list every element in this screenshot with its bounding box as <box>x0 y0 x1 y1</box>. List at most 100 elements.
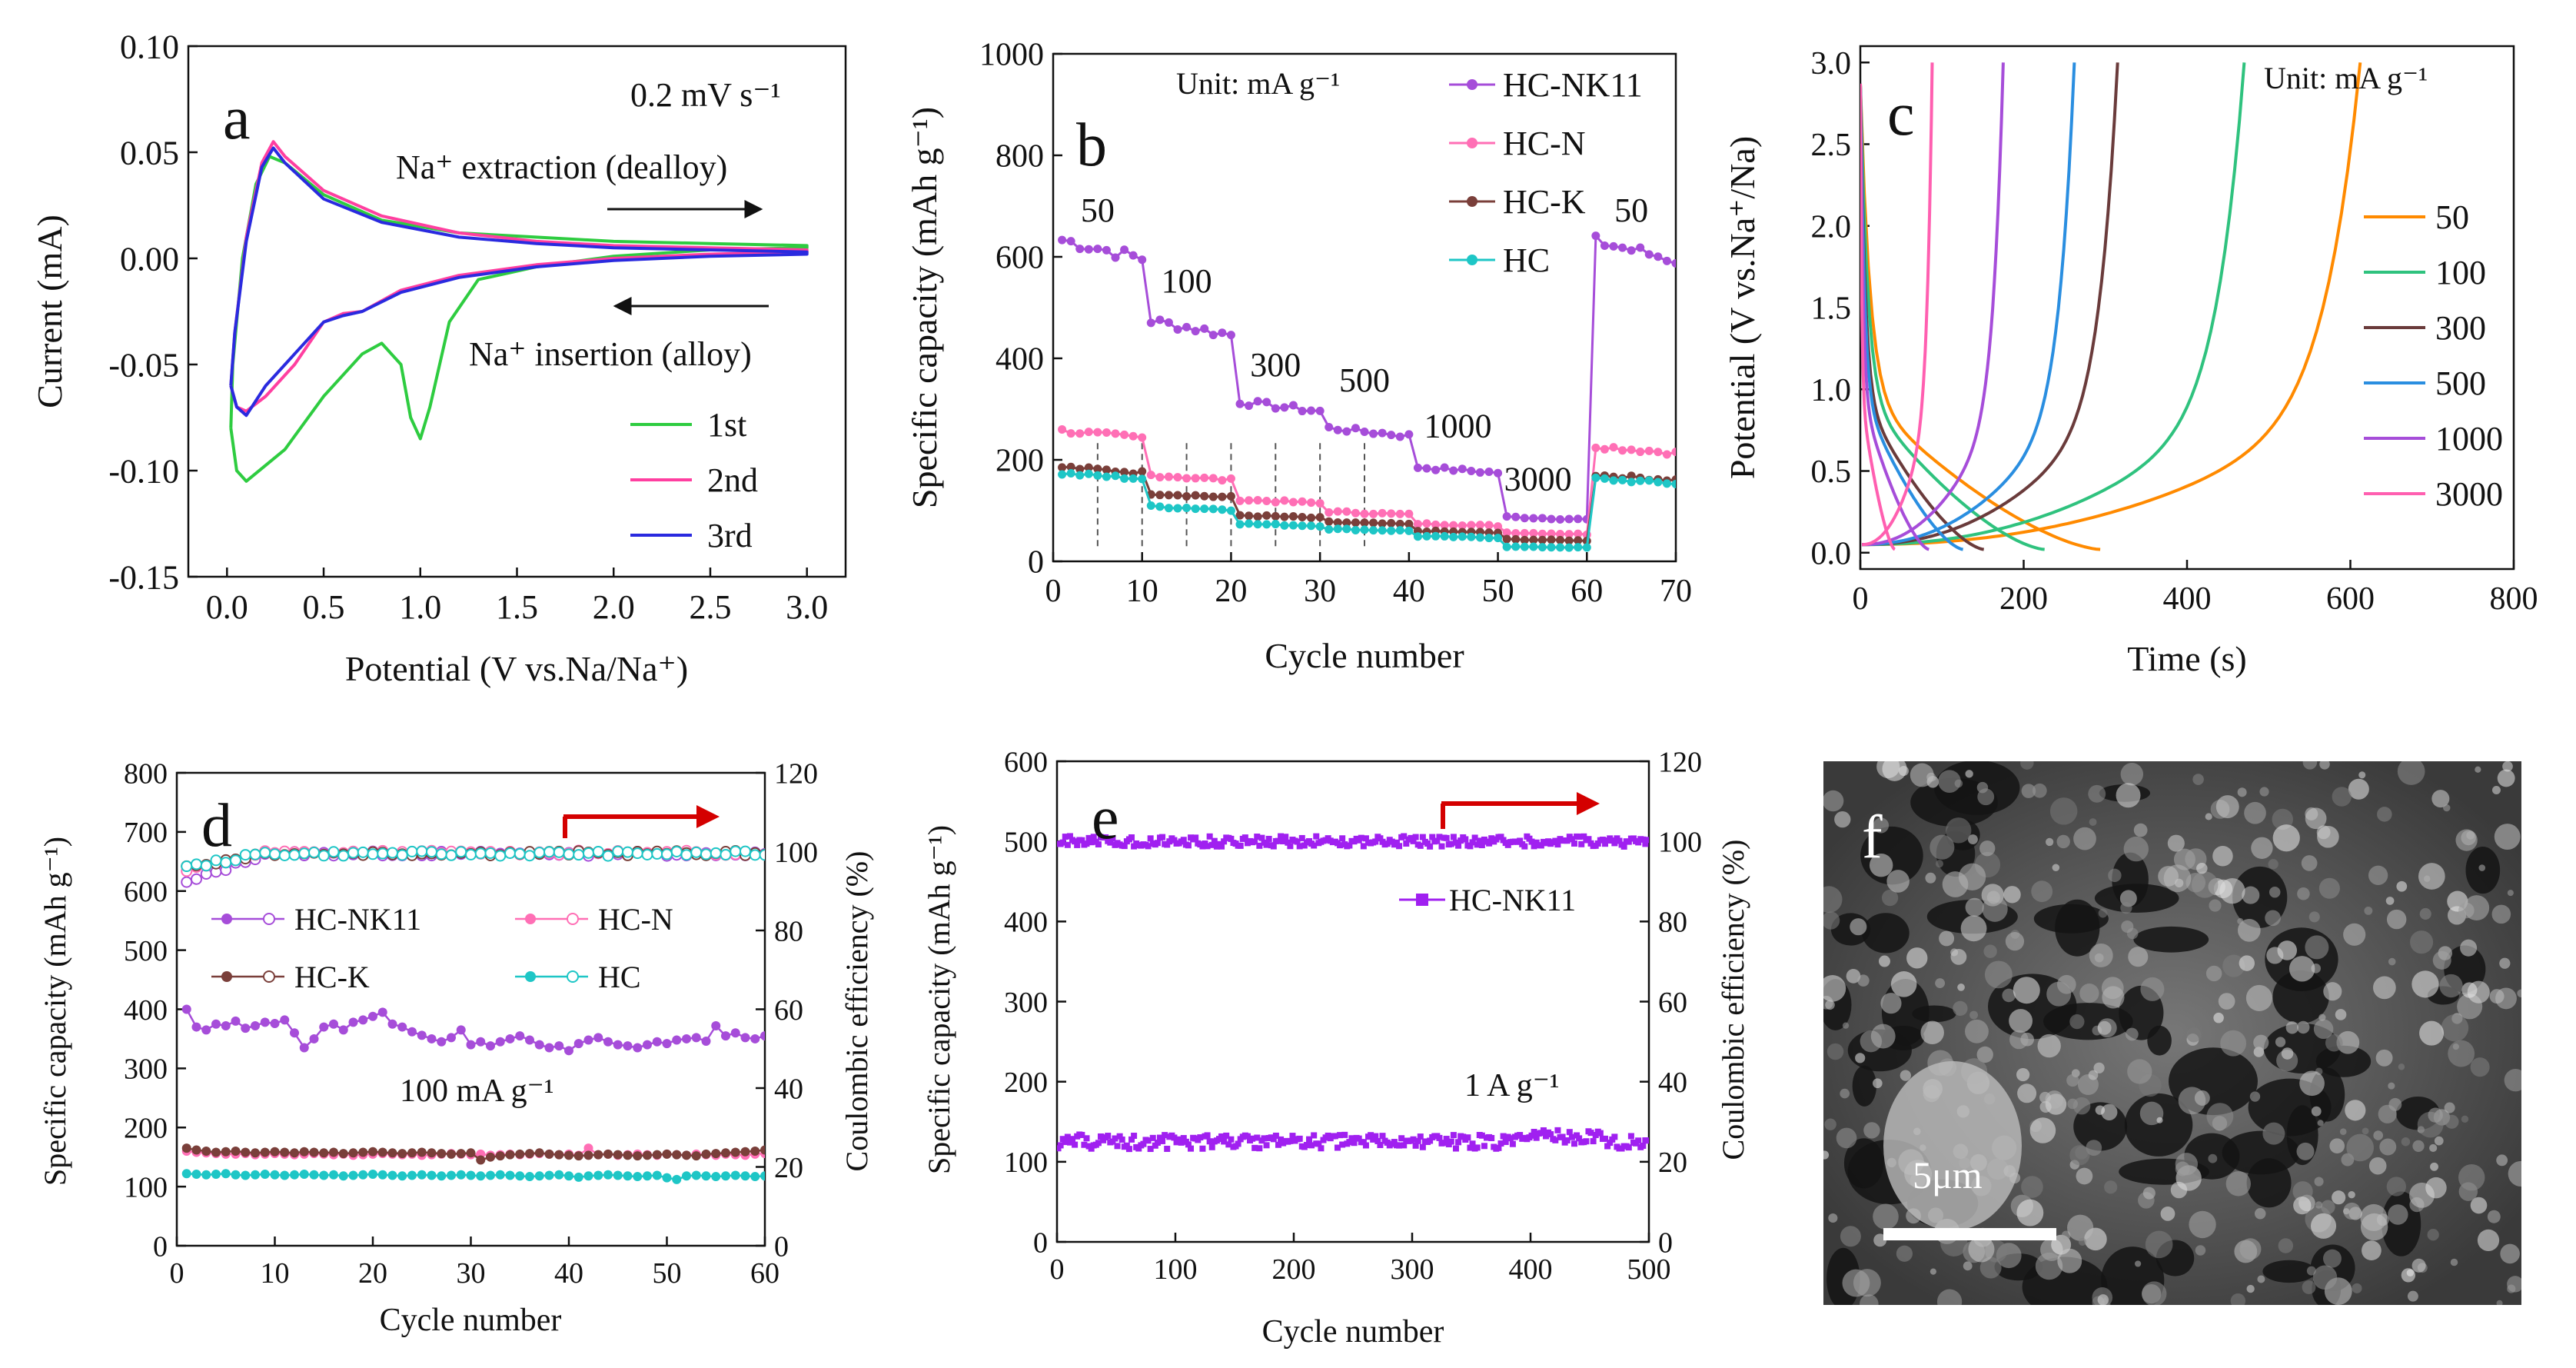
sem-grain <box>2491 786 2501 795</box>
sem-grain <box>1873 1233 1887 1247</box>
capacity-point-HC-NK11 <box>740 1033 750 1043</box>
ce-point-HC <box>700 848 712 860</box>
ce-point <box>1611 840 1618 847</box>
rate-point-HC <box>1369 526 1378 535</box>
ce-point <box>1436 834 1443 840</box>
panel-e-ylabel: Specific capacity (mAh g⁻¹) <box>922 825 956 1174</box>
panel-c-unit-label: Unit: mA g⁻¹ <box>2264 61 2428 95</box>
ce-point-HC <box>269 848 281 860</box>
x-tick-label: 1.0 <box>399 588 441 626</box>
sem-grain <box>2317 1120 2324 1127</box>
legend-marker-HC-K <box>221 971 232 982</box>
capacity-point-HC-NK11 <box>280 1015 290 1025</box>
capacity-point-HC-K <box>280 1147 290 1157</box>
y-tick-label: 0 <box>1033 1227 1048 1259</box>
rate-point-HC <box>1618 475 1627 484</box>
ce-point-HC <box>435 848 447 860</box>
rate-point-HC-K <box>1280 512 1289 521</box>
legend-label-HC-N: HC-N <box>1503 125 1586 162</box>
ce-point <box>1083 840 1090 847</box>
ce-point-HC <box>749 849 761 861</box>
sem-grain <box>2125 1027 2139 1041</box>
sem-grain <box>2346 1133 2374 1162</box>
capacity-point-HC-K <box>417 1147 427 1157</box>
sem-grain <box>2244 801 2266 824</box>
sem-grain <box>2020 761 2034 770</box>
capacity-point-HC-NK11 <box>329 1019 338 1029</box>
rate-point-HC-K <box>1404 519 1414 528</box>
y-tick-label: 300 <box>1004 987 1048 1019</box>
capacity-point-HC-NK11 <box>544 1043 554 1053</box>
y-tick-label: 100 <box>124 1171 168 1203</box>
capacity-point-HC-NK11 <box>495 1037 505 1047</box>
ce-point <box>1346 842 1353 849</box>
capacity-point <box>1287 1137 1294 1144</box>
rate-point-HC-NK11 <box>1245 401 1254 411</box>
capacity-point <box>1308 1142 1315 1149</box>
sem-grain <box>1935 978 1946 988</box>
sem-grain <box>2285 1021 2298 1034</box>
capacity-point-HC <box>721 1171 730 1181</box>
capacity-point-HC-NK11 <box>368 1011 377 1021</box>
rate-point-HC-N <box>1191 474 1200 483</box>
sem-grain <box>1824 1118 1836 1130</box>
rate-point-HC-K <box>1084 463 1093 472</box>
rate-point-HC <box>1288 521 1298 530</box>
capacity-point-HC-K <box>662 1149 672 1159</box>
sem-grain <box>2301 855 2318 871</box>
legend-label-HC-K: HC-K <box>1503 183 1586 221</box>
rate-point-HC-NK11 <box>1387 431 1396 440</box>
capacity-point-HC-K <box>691 1151 701 1161</box>
rate-point-HC-K <box>1182 492 1192 501</box>
ce-point <box>1285 839 1291 846</box>
ce-point-HC <box>631 847 643 860</box>
y-tick-label: -0.10 <box>108 452 179 490</box>
rate-point-HC-NK11 <box>1627 246 1636 255</box>
rate-point-HC <box>1644 476 1654 485</box>
rate-point-HC <box>1182 504 1192 513</box>
y2-tick-label: 120 <box>1658 746 1702 778</box>
capacity-point-HC <box>377 1170 387 1180</box>
ce-point <box>1478 842 1485 849</box>
sem-grain <box>2461 1115 2469 1123</box>
panel-b-axes: 0 10 20 30 40 50 60 70 0 200 400 600 800 1000 <box>979 38 1692 609</box>
sem-grain <box>2066 1073 2079 1087</box>
capacity-point-HC-K <box>652 1150 662 1160</box>
capacity-point-HC <box>573 1172 583 1182</box>
charge-curve-500 <box>1862 62 2076 547</box>
ce-point-HC <box>181 860 193 873</box>
ce-point <box>1403 840 1410 847</box>
legend-label-HC: HC <box>598 960 641 994</box>
sem-grain <box>2450 1258 2458 1266</box>
rate-point-HC-NK11 <box>1200 324 1209 333</box>
capacity-point-HC <box>319 1170 329 1180</box>
capacity-point-HC <box>643 1171 652 1181</box>
panel-e-letter: e <box>1092 784 1119 852</box>
sem-pore <box>2055 899 2100 957</box>
y2-tick-label: 80 <box>1658 907 1687 939</box>
rate-point-HC <box>1066 468 1075 478</box>
y2-tick-label: 60 <box>1658 987 1687 1019</box>
capacity-point <box>1339 1141 1346 1148</box>
sem-grain <box>2460 939 2478 957</box>
rate-point-HC-N <box>1494 522 1503 531</box>
sem-grain <box>1896 1245 1913 1262</box>
sem-grain <box>2398 1063 2405 1070</box>
rate-point-HC-N <box>1395 509 1404 518</box>
ce-point <box>1095 841 1102 848</box>
sem-pore <box>1843 1138 1884 1189</box>
rate-point-HC-NK11 <box>1413 463 1422 472</box>
capacity-point <box>1218 1133 1225 1140</box>
sem-grain <box>2032 783 2047 798</box>
sem-grain <box>2418 863 2445 890</box>
capacity-point <box>1478 1132 1485 1139</box>
capacity-point <box>1374 1137 1381 1144</box>
capacity-point-HC <box>525 1172 534 1182</box>
capacity-point-HC-NK11 <box>603 1037 613 1047</box>
panel-d: 0 10 20 30 40 50 60010020030040050060070080002… <box>38 757 874 1338</box>
capacity-point-HC-K <box>760 1145 765 1155</box>
rate-point-HC-NK11 <box>1191 327 1200 336</box>
sem-grain <box>1855 1053 1866 1063</box>
ce-point <box>1072 838 1079 845</box>
ce-point <box>1298 834 1305 841</box>
